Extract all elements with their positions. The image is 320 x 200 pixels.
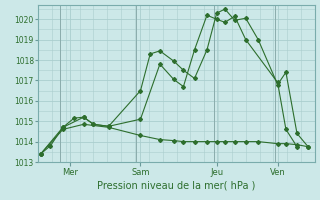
X-axis label: Pression niveau de la mer( hPa ): Pression niveau de la mer( hPa ) <box>97 181 256 191</box>
